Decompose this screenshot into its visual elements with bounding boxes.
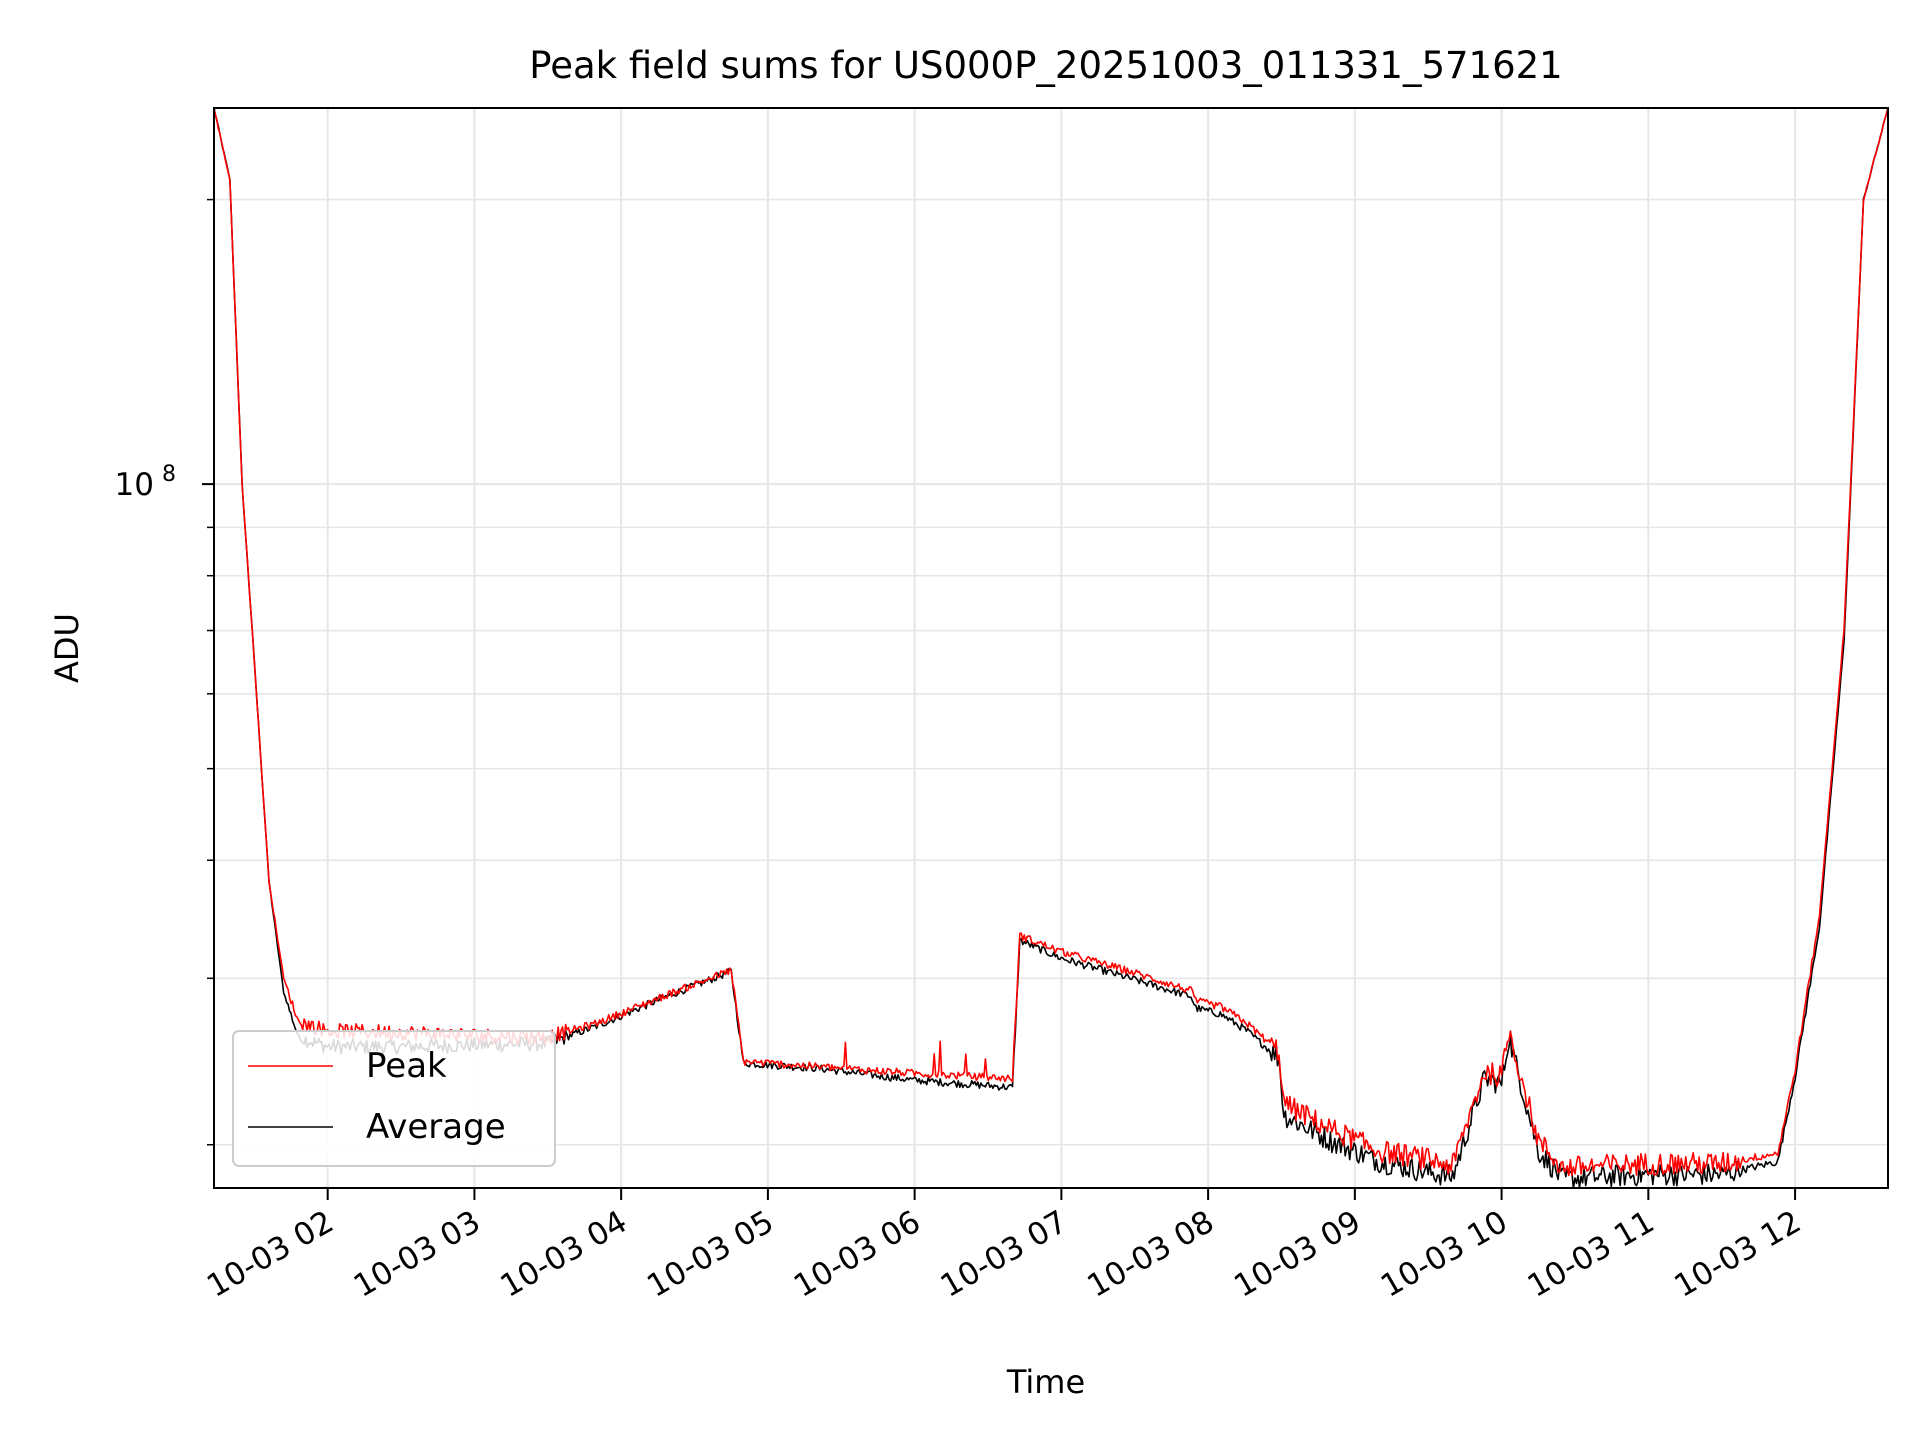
y-tick-label-exponent: 8: [162, 462, 176, 487]
x-axis-label: Time: [1006, 1363, 1085, 1401]
legend: Peak Average: [232, 1030, 556, 1167]
legend-box: [232, 1030, 556, 1167]
y-axis-ticks: 10 8: [115, 198, 214, 1146]
grid: [214, 108, 1888, 1188]
y-tick-label: 10: [115, 467, 154, 503]
legend-label-peak: Peak: [366, 1046, 447, 1086]
legend-label-average: Average: [366, 1107, 506, 1147]
y-tick-label-base: 10: [115, 467, 154, 503]
chart-title: Peak field sums for US000P_20251003_0113…: [529, 44, 1562, 87]
y-axis-label: ADU: [48, 613, 86, 683]
plot-frame: [213, 107, 1889, 1189]
